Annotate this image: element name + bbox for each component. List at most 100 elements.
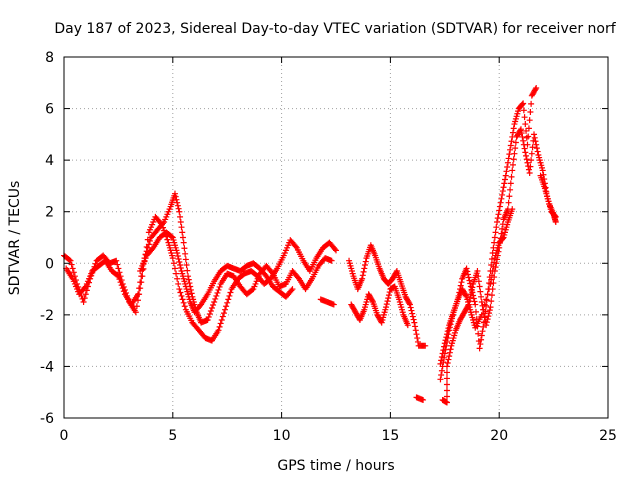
data-point — [82, 291, 89, 298]
data-point — [512, 145, 519, 152]
data-point — [528, 100, 535, 107]
data-point — [178, 224, 185, 231]
data-point — [360, 268, 367, 275]
data-point — [541, 180, 548, 187]
data-point — [523, 156, 530, 163]
data-point — [502, 172, 509, 179]
data-point — [467, 291, 474, 298]
data-point — [420, 396, 427, 403]
data-point — [180, 299, 187, 306]
data-point — [505, 199, 512, 206]
data-point — [483, 319, 490, 326]
data-point — [210, 301, 217, 308]
data-point — [215, 286, 222, 293]
data-point — [171, 265, 178, 272]
data-point — [114, 261, 121, 268]
data-point — [176, 208, 183, 215]
data-point — [179, 296, 186, 303]
data-point — [181, 245, 188, 252]
data-point — [182, 250, 189, 257]
data-point — [180, 239, 187, 246]
data-point — [532, 138, 539, 145]
data-point — [472, 308, 479, 315]
data-point — [522, 149, 529, 156]
data-point — [137, 279, 144, 286]
data-point — [490, 280, 497, 287]
axis-ticks: 0 5 10 15 20 25 -6 -4 -2 0 2 4 6 8 — [40, 50, 617, 444]
y-tick-label: 4 — [45, 153, 54, 169]
data-point — [115, 273, 122, 280]
data-point — [404, 322, 411, 329]
data-point — [506, 151, 513, 158]
data-point — [470, 295, 477, 302]
x-tick-label: 20 — [490, 428, 508, 444]
data-point — [446, 349, 453, 356]
data-point — [484, 291, 491, 298]
data-point — [499, 235, 506, 242]
data-point — [483, 296, 490, 303]
data-point — [185, 273, 192, 280]
data-point — [211, 298, 218, 305]
data-point — [177, 289, 184, 296]
data-point — [226, 292, 233, 299]
data-point — [542, 184, 549, 191]
y-tick-label: 8 — [45, 50, 54, 66]
data-point — [493, 224, 500, 231]
series-track-d — [317, 242, 429, 349]
data-point — [268, 269, 275, 276]
data-point — [532, 86, 539, 93]
data-point — [471, 298, 478, 305]
data-point — [521, 145, 528, 152]
data-point — [519, 101, 526, 108]
data-point — [494, 215, 501, 222]
data-point — [138, 273, 145, 280]
data-point — [503, 168, 510, 175]
data-point — [499, 188, 506, 195]
data-point — [170, 260, 177, 267]
data-point — [519, 133, 526, 140]
data-point — [174, 252, 181, 259]
data-point — [164, 236, 171, 243]
data-point — [186, 280, 193, 287]
data-point — [220, 310, 227, 317]
data-point — [523, 152, 530, 159]
data-point — [197, 302, 203, 309]
data-point — [543, 188, 550, 195]
data-point — [508, 173, 515, 180]
data-point — [539, 167, 546, 174]
data-point — [67, 257, 74, 264]
data-point — [465, 271, 472, 278]
data-point — [407, 304, 414, 311]
data-point — [362, 258, 369, 265]
data-point — [531, 134, 538, 141]
data-point — [527, 163, 534, 170]
data-point — [483, 322, 490, 329]
data-point — [68, 261, 75, 268]
data-point — [289, 286, 296, 293]
data-point — [136, 285, 143, 292]
data-point — [475, 273, 482, 280]
data-point — [369, 297, 376, 304]
data-point — [331, 246, 338, 253]
data-point — [177, 262, 184, 269]
chart-title: Day 187 of 2023, Sidereal Day-to-day VTE… — [54, 21, 616, 37]
data-point — [496, 203, 503, 210]
data-point — [132, 309, 139, 316]
data-point — [498, 230, 505, 237]
data-point — [507, 186, 514, 193]
data-point — [468, 287, 475, 294]
data-point — [480, 306, 487, 313]
data-point — [177, 219, 184, 226]
data-point — [133, 303, 140, 310]
data-point — [491, 234, 498, 241]
y-tick-label: 6 — [45, 102, 54, 118]
data-point — [476, 283, 483, 290]
data-point — [292, 243, 299, 250]
data-point — [486, 307, 493, 314]
data-point — [207, 307, 214, 314]
data-point — [146, 237, 153, 244]
data-point — [171, 190, 178, 197]
data-point — [204, 317, 211, 324]
data-point — [116, 276, 123, 283]
data-point — [464, 268, 471, 275]
